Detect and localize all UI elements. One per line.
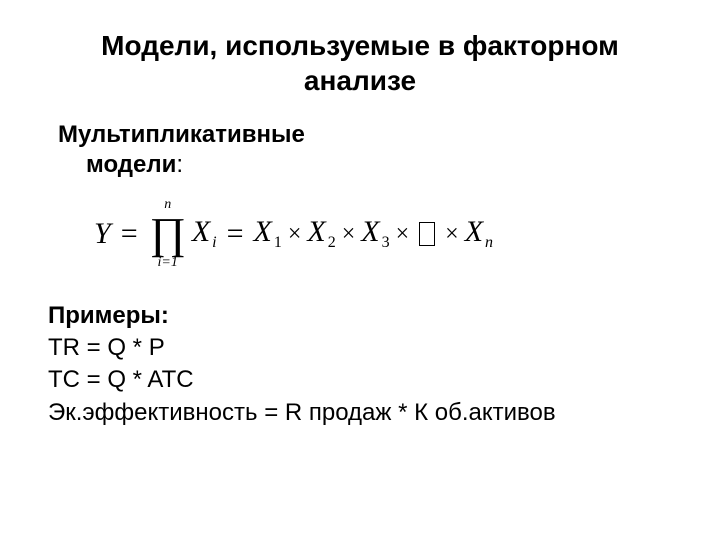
X-letter: X <box>192 215 210 248</box>
times-sign-4: × <box>439 222 465 246</box>
examples-block: Примеры: TR = Q * P TC = Q * ATC Эк.эффе… <box>48 300 672 430</box>
subscript-2: 2 <box>326 234 336 251</box>
times-sign-2: × <box>336 222 362 246</box>
times-sign-3: × <box>390 222 416 246</box>
product-symbol: ∏ <box>150 214 186 254</box>
product-operator: n ∏ i=1 <box>150 198 186 270</box>
equals-sign: = <box>111 219 148 249</box>
product-lower-limit: i=1 <box>158 256 178 270</box>
X-letter-1: X <box>254 215 272 248</box>
subscript-n: n <box>483 234 493 251</box>
example-line-3: Эк.эффективность = R продаж * К об.актив… <box>48 397 672 429</box>
formula-Xn: Xn <box>465 217 493 251</box>
slide-title: Модели, используемые в факторном анализе <box>48 28 672 98</box>
formula-Y: Y <box>94 219 111 249</box>
X-letter-n: X <box>465 215 483 248</box>
formula: Y = n ∏ i=1 Xi = X1 × X2 × X3 × × Xn <box>94 198 672 270</box>
slide: Модели, используемые в факторном анализе… <box>0 0 720 540</box>
formula-Xi: Xi <box>192 217 217 251</box>
example-line-2: TC = Q * ATC <box>48 364 672 396</box>
subheading-line2: модели <box>86 151 176 178</box>
formula-X1: X1 <box>254 217 282 251</box>
formula-X2: X2 <box>307 217 335 251</box>
subheading-colon: : <box>176 151 183 178</box>
subscript-1: 1 <box>272 234 282 251</box>
X-letter-2: X <box>307 215 325 248</box>
examples-heading: Примеры: <box>48 300 672 332</box>
subheading: Мультипликативные модели: <box>48 120 672 180</box>
X-letter-3: X <box>361 215 379 248</box>
formula-X3: X3 <box>361 217 389 251</box>
equals-sign-2: = <box>217 219 254 249</box>
subscript-3: 3 <box>380 234 390 251</box>
subheading-line1: Мультипликативные <box>58 121 305 148</box>
example-line-1: TR = Q * P <box>48 332 672 364</box>
times-sign: × <box>282 222 308 246</box>
ellipsis-placeholder-box <box>419 222 435 246</box>
